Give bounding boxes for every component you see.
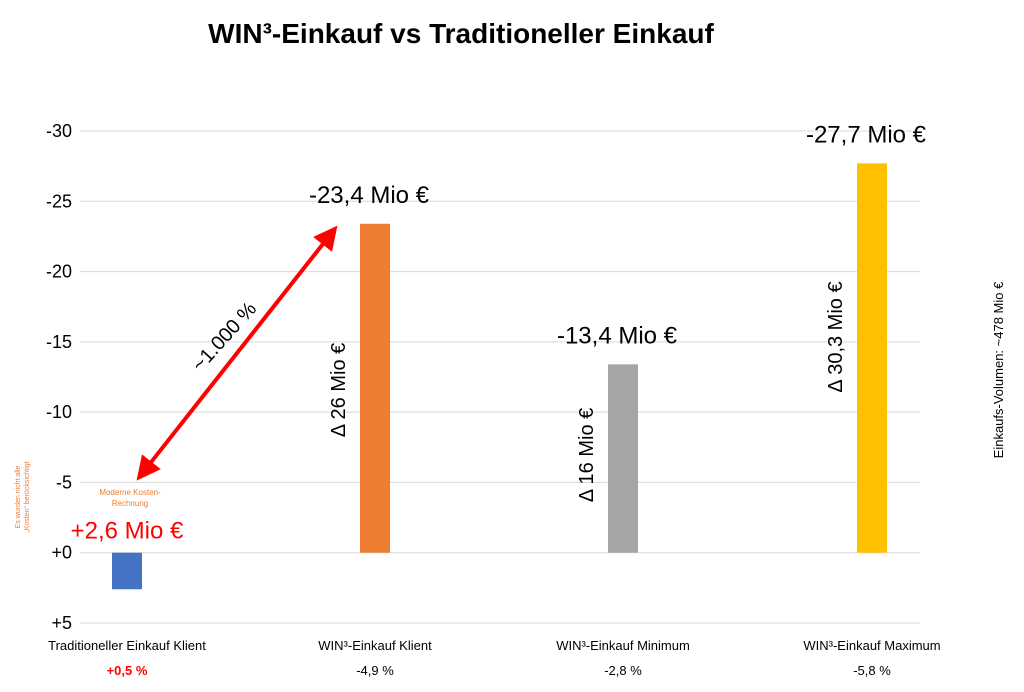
value-label: -27,7 Mio € (806, 121, 927, 148)
y-tick-label: -5 (56, 472, 72, 492)
gridlines (80, 130, 920, 624)
y-tick-label: -20 (46, 262, 72, 282)
percent-label: -5,8 % (853, 663, 891, 678)
x-tick-label: WIN³-Einkauf Klient (318, 638, 432, 653)
x-tick-label: Traditioneller Einkauf Klient (48, 638, 206, 653)
percent-label: -4,9 % (356, 663, 394, 678)
bar (112, 552, 142, 590)
delta-label: Δ 30,3 Mio € (825, 281, 847, 392)
y-tick-label: -10 (46, 402, 72, 422)
cost-note: Moderne Kosten-Rechnung (99, 488, 161, 508)
y-tick-label: +0 (51, 543, 72, 563)
percent-label: +0,5 % (107, 663, 148, 678)
volume-label: Einkaufs-Volumen: ~478 Mio € (991, 281, 1006, 458)
x-tick-label: WIN³-Einkauf Maximum (803, 638, 940, 653)
growth-arrow (136, 225, 338, 481)
bar (608, 364, 638, 553)
delta-label: Δ 26 Mio € (328, 343, 350, 438)
bars (112, 163, 887, 590)
percent-label: -2,8 % (604, 663, 642, 678)
bar (857, 163, 887, 553)
bar-labels: Traditioneller Einkauf Klient +0,5 % WIN³-… (48, 121, 941, 678)
y-tick-label: -25 (46, 191, 72, 211)
x-tick-label: WIN³-Einkauf Minimum (556, 638, 690, 653)
delta-label: Δ 16 Mio € (576, 408, 598, 503)
y-tick-label: +5 (51, 613, 72, 633)
value-label: -23,4 Mio € (309, 182, 430, 209)
value-label: -13,4 Mio € (557, 322, 678, 349)
y-tick-label: -30 (46, 121, 72, 141)
bar (360, 223, 390, 553)
y-axis-ticks: -30 -25 -20 -15 -10 -5 +0 +5 (46, 121, 72, 633)
side-note: Es wurden nicht alle „Kosten“ berücksicht… (15, 461, 31, 532)
chart-title: WIN³-Einkauf vs Traditioneller Einkauf (208, 18, 714, 49)
value-label: +2,6 Mio € (71, 518, 184, 545)
y-tick-label: -15 (46, 332, 72, 352)
